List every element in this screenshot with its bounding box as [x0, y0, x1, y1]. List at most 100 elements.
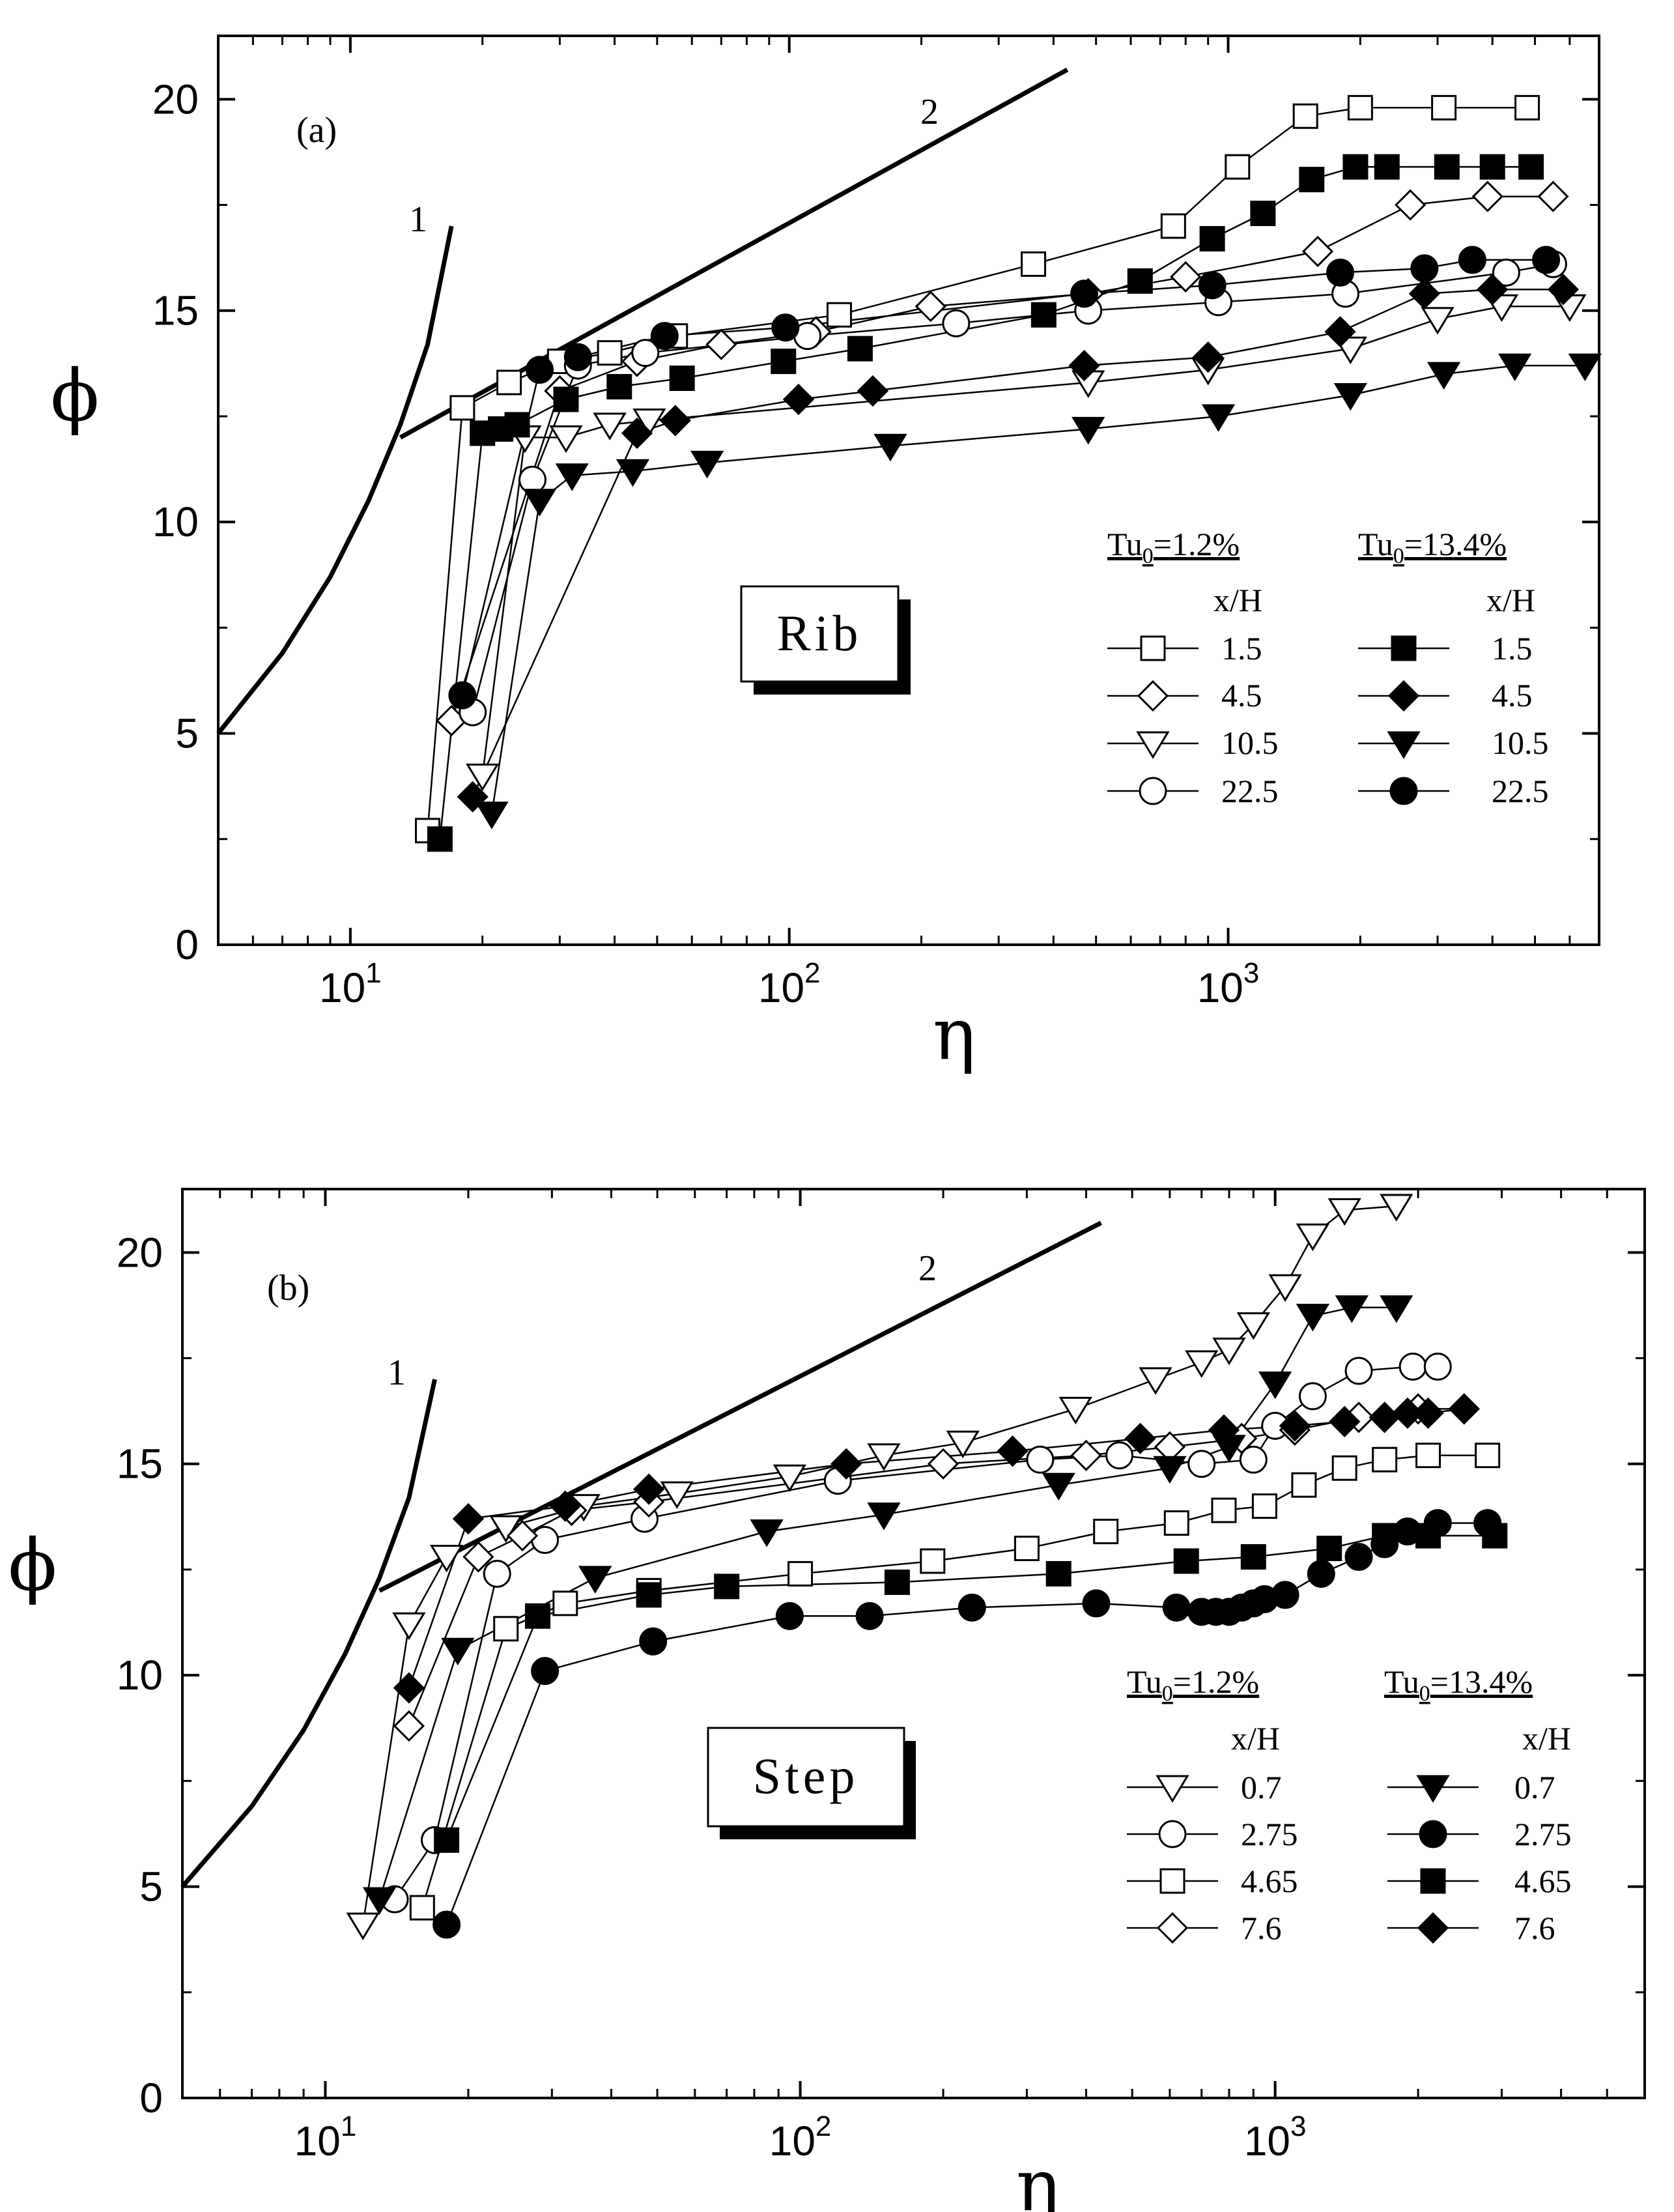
legend-val-col1-3-a: 22.5 [1221, 773, 1279, 809]
point-6-10-b [1415, 1523, 1441, 1549]
point-4-6-b [1153, 1456, 1187, 1484]
legend-val-col2-3-a: 22.5 [1492, 773, 1549, 809]
point-1-3-b [531, 1526, 560, 1555]
legend-val-col2-2-a: 10.5 [1492, 725, 1549, 761]
point-2-2-b [552, 1590, 578, 1616]
series-line-6-a [490, 364, 1585, 814]
point-0-1-b [392, 1612, 426, 1641]
point-7-7-b [1208, 1414, 1240, 1446]
rib-label-box: Rib [740, 585, 911, 695]
point-3-2-b [506, 1519, 539, 1552]
point-0-0-b [346, 1912, 380, 1940]
legend-marker-4-b [1416, 1775, 1450, 1803]
point-5-7-a [1324, 316, 1356, 348]
point-2-1-b [493, 1616, 519, 1642]
point-7-2-a [563, 343, 592, 371]
legend-marker-3-a [1139, 777, 1167, 805]
point-1-14-b [1423, 1353, 1452, 1381]
point-6-1-b [524, 1603, 550, 1629]
ticks-b [181, 1189, 1646, 2099]
point-4-18-a [1518, 154, 1544, 180]
point-0-3-b [489, 1515, 523, 1543]
rib-label-frame [740, 585, 900, 683]
y-tick-label-a: 0 [175, 921, 199, 968]
point-4-5-a [606, 374, 632, 400]
point-7-13-b [1448, 1393, 1480, 1425]
x-tick-label-b: 103 [1244, 2110, 1307, 2164]
point-4-17-a [1479, 154, 1505, 180]
point-0-12-b [1212, 1338, 1246, 1366]
point-0-8-a [1160, 213, 1186, 239]
point-0-9-a [1225, 154, 1251, 180]
point-0-15-b [1296, 1223, 1330, 1252]
point-7-4-b [830, 1448, 862, 1480]
point-5-2-a [659, 405, 691, 437]
point-5-0-b [433, 1910, 461, 1939]
x-tick-exp-a: 3 [1243, 957, 1259, 989]
point-7-10-a [1532, 246, 1561, 274]
reference-line-1-a [216, 225, 454, 735]
y-tick-label-b: 20 [117, 1229, 163, 1276]
y-tick-label-a: 5 [175, 710, 199, 757]
point-7-6-b [1124, 1422, 1156, 1454]
point-7-11-b [1391, 1397, 1424, 1429]
point-1-9-a [1395, 189, 1426, 221]
legend-col1-title-rest-b: =1.2% [1173, 1663, 1259, 1700]
legend-rows-a [1107, 635, 1449, 805]
point-0-12-a [1431, 94, 1457, 121]
point-7-1-b [452, 1502, 485, 1535]
point-6-4-a [690, 450, 724, 479]
point-1-10-a [1471, 180, 1503, 212]
legend-marker-2-b [1159, 1868, 1185, 1894]
point-7-8-a [1410, 254, 1439, 283]
legend-marker-5-a [1387, 680, 1420, 712]
point-0-11-a [1347, 94, 1373, 121]
point-7-0-b [393, 1672, 425, 1704]
legend-rows-b [1127, 1775, 1479, 1944]
point-2-12-b [1331, 1455, 1357, 1481]
point-4-13-a [1299, 167, 1325, 193]
point-1-11-b [1298, 1382, 1327, 1411]
point-4-3-b [750, 1519, 784, 1547]
legend-col1-title-sub-b: 0 [1162, 1682, 1173, 1706]
x-tick-exp-a: 2 [804, 957, 820, 989]
legend-marker-1-b [1158, 1820, 1187, 1848]
legend-col2-title-base-b: Tu [1384, 1663, 1419, 1700]
point-4-10-a [1127, 268, 1153, 294]
legend-val-col2-0-a: 1.5 [1492, 630, 1533, 667]
legend-marker-6-b [1420, 1868, 1446, 1894]
legend-val-col2-2-b: 4.65 [1514, 1863, 1572, 1899]
point-2-13-b [1372, 1446, 1398, 1472]
point-5-2-b [639, 1627, 668, 1656]
point-5-4-b [855, 1602, 884, 1630]
point-6-3-a [616, 459, 650, 487]
point-1-8-b [1187, 1450, 1216, 1478]
point-0-2-b [429, 1544, 464, 1573]
point-6-6-b [1173, 1548, 1199, 1574]
legend-param-1-a: x/H [1213, 582, 1262, 618]
panel-label-b: (b) [267, 1268, 309, 1308]
series-line-6-b [446, 1534, 1495, 1841]
point-6-3-b [714, 1573, 740, 1600]
point-5-6-a [1192, 341, 1224, 373]
point-7-10-b [1369, 1401, 1400, 1433]
y-axis-label-b: ϕ [8, 1523, 57, 1607]
point-2-9-b [1211, 1497, 1237, 1523]
point-1-8-a [1301, 235, 1334, 268]
legend-marker-4-a [1391, 635, 1417, 661]
y-tick-label-b: 15 [117, 1441, 163, 1487]
point-3-5-a [942, 309, 971, 338]
legend-marker-2-a [1136, 731, 1170, 759]
point-5-3-a [782, 383, 815, 416]
point-5-15-b [1307, 1559, 1335, 1588]
point-1-7-a [1170, 261, 1202, 293]
point-6-11-a [1568, 353, 1602, 381]
point-2-15-b [1475, 1443, 1501, 1469]
point-5-8-a [1408, 278, 1440, 309]
point-2-4-a [632, 408, 666, 437]
legend-val-col2-3-b: 7.6 [1514, 1910, 1555, 1946]
point-0-16-b [1327, 1198, 1361, 1226]
point-1-9-b [1239, 1445, 1268, 1474]
point-6-0-a [475, 801, 509, 829]
